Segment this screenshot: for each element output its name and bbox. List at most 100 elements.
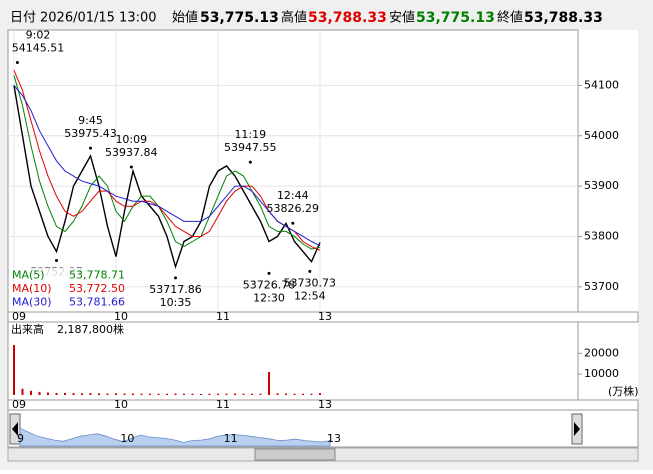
low-label: 安値 (389, 10, 415, 26)
annotation-point (308, 269, 312, 273)
y-tick-label: 54100 (584, 78, 619, 91)
x-tick-label: 09 (12, 398, 26, 411)
x-tick-label: 09 (12, 310, 26, 323)
volume-total: 2,187,800株 (57, 322, 124, 336)
annotation-price: 53730.73 (284, 276, 337, 289)
y-tick-label: 20000 (584, 346, 619, 359)
arrow-right (574, 422, 580, 436)
volume-bar (268, 372, 270, 395)
annotation-price: 53937.84 (105, 146, 158, 159)
volume-bar (217, 393, 219, 395)
x-tick-label: 13 (318, 398, 332, 411)
volume-bar (140, 393, 143, 395)
y-tick-label: 53800 (584, 229, 619, 242)
annotation-point (15, 60, 19, 64)
open-label: 始値 (172, 10, 198, 26)
volume-bar (132, 393, 134, 395)
volume-bar (47, 392, 49, 395)
annotation-price: 53826.29 (267, 202, 320, 215)
legend-name: MA(5) (12, 269, 45, 282)
x-tick-label: 11 (224, 432, 238, 445)
volume-bar (225, 393, 228, 395)
x-tick-label: 11 (216, 398, 230, 411)
overview-area (19, 427, 331, 447)
annotation-price: 53717.86 (149, 283, 202, 296)
legend-name: MA(10) (12, 282, 52, 295)
volume-unit: (万株) (608, 384, 639, 398)
x-tick-label: 13 (327, 432, 341, 445)
annotation-point (55, 258, 58, 262)
volume-bar (285, 393, 287, 395)
volume-bar (259, 393, 262, 395)
volume-bar (251, 393, 253, 395)
high-label: 高値 (281, 10, 307, 26)
annotation-point (248, 160, 252, 164)
volume-bar (242, 393, 245, 395)
annotation-time: 9:45 (78, 114, 103, 127)
annotation-price: 53947.55 (224, 141, 277, 154)
volume-bar (89, 393, 92, 395)
date: 2026/01/15 13:00 (40, 11, 157, 26)
series-line (13, 85, 321, 270)
y-tick-label: 54000 (584, 129, 619, 142)
volume-bar (191, 393, 194, 395)
y-tick-label: 10000 (584, 367, 619, 380)
volume-bar (98, 393, 100, 395)
annotation-point (291, 221, 295, 225)
date-label: 日付 (10, 11, 36, 26)
annotation-price: 53975.43 (64, 127, 117, 140)
low: 53,775.13 (416, 10, 495, 26)
close-label: 終値 (497, 10, 523, 26)
annotation-price: 53726.78 (243, 278, 296, 291)
annotation-time: 10:09 (115, 133, 147, 146)
legend-value: 53,781.66 (69, 296, 125, 309)
volume-bar (13, 344, 15, 395)
volume-bar (310, 393, 313, 395)
volume-bar (72, 393, 75, 395)
volume-bar (302, 393, 304, 395)
high: 53,788.33 (308, 10, 387, 26)
annotation-time: 11:19 (234, 128, 266, 141)
volume-bar (106, 393, 109, 395)
x-tick-label: 11 (216, 310, 230, 323)
legend-value: 53,778.71 (69, 269, 125, 282)
annotation-time: 12:30 (253, 291, 285, 304)
volume-bar (276, 393, 279, 395)
legend-name: MA(30) (12, 296, 52, 309)
overview-frame (7, 409, 639, 448)
x-axis-band (7, 311, 639, 323)
series-line (13, 75, 321, 250)
annotation-point (267, 271, 271, 275)
annotation-time: 12:44 (277, 189, 309, 202)
annotation-point (129, 165, 133, 169)
volume-bar (208, 393, 211, 395)
volume-bar (38, 391, 41, 395)
volume-bar (293, 393, 296, 395)
volume-bar (30, 390, 32, 395)
annotation-time: 9:02 (26, 28, 51, 41)
x-tick-label: 10 (114, 310, 128, 323)
panel (8, 30, 638, 460)
x-tick-label: 10 (120, 432, 134, 445)
annotation-point (89, 146, 92, 150)
volume-bar (123, 393, 126, 395)
volume-bar (157, 393, 160, 395)
x-tick-label: 9 (17, 432, 24, 445)
annotation-price: 54145.51 (12, 41, 65, 54)
volume-bar (319, 393, 321, 395)
annotation-point (174, 276, 177, 280)
volume-bar (55, 392, 58, 395)
volume-bar (174, 393, 177, 395)
volume-bar (115, 393, 117, 395)
y-tick-label: 53700 (584, 280, 619, 293)
legend-value: 53,772.50 (69, 282, 125, 295)
x-tick-label: 13 (318, 310, 332, 323)
volume-bar (21, 388, 24, 395)
x-tick-label: 10 (114, 398, 128, 411)
volume-bar (64, 392, 66, 395)
scroll-thumb[interactable] (254, 448, 336, 461)
series-line (13, 85, 321, 247)
volume-bar (183, 393, 185, 395)
volume-bar (200, 393, 202, 395)
